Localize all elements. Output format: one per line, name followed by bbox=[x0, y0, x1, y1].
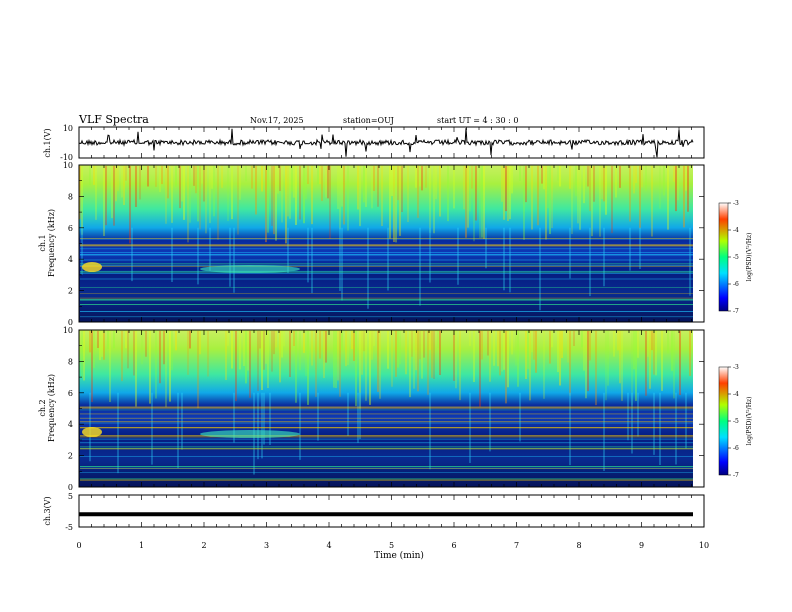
ch1-colorbar-label: log(PSD)(V²/Hz) bbox=[746, 233, 753, 282]
ch2-spec-ytick-label: 10 bbox=[63, 326, 73, 335]
ch1-spectrogram-ylabel-ch: ch.1 bbox=[38, 234, 47, 251]
time-tick-label: 10 bbox=[699, 541, 709, 550]
ch1-spec-ytick-label: 0 bbox=[68, 318, 73, 327]
ch1-spec-ytick-label: 10 bbox=[63, 161, 73, 170]
ch2-colorbar-tick-label: -5 bbox=[733, 418, 739, 425]
ch2-spectrogram-image bbox=[80, 331, 693, 481]
ch1-colorbar-tick-label: -7 bbox=[733, 308, 739, 315]
ch2-colorbar-label: log(PSD)(V²/Hz) bbox=[746, 397, 753, 446]
time-tick-label: 6 bbox=[451, 541, 456, 550]
figure-title: VLF Spectra bbox=[78, 113, 149, 126]
time-tick-label: 5 bbox=[389, 541, 394, 550]
ch1-colorbar-ticks: -3 -4 -5 -6 -7 bbox=[728, 200, 739, 315]
ch2-frequency-ticks: 0 2 4 6 8 10 bbox=[63, 326, 704, 492]
ch2-spec-ytick-label: 8 bbox=[68, 357, 73, 366]
time-axis-label: Time (min) bbox=[374, 550, 424, 561]
ch1-waveform-panel: 10 -10 ch.1(V) bbox=[43, 124, 705, 162]
time-tick-label: 9 bbox=[639, 541, 644, 550]
ch1-spec-hiss-patch bbox=[82, 262, 102, 273]
ch1-frequency-ticks: 0 2 4 6 8 10 bbox=[63, 161, 704, 327]
ch1-spec-ytick-label: 8 bbox=[68, 192, 73, 201]
ch2-spec-ytick-label: 6 bbox=[68, 389, 73, 398]
ch1-ytick-bottom: -10 bbox=[60, 153, 73, 162]
time-tick-label: 3 bbox=[264, 541, 269, 550]
ch2-spectrogram-ylabel-freq: Frequency (kHz) bbox=[47, 374, 56, 442]
ch3-signal-frame bbox=[78, 494, 705, 528]
ch1-spec-hiss-band bbox=[200, 265, 300, 274]
ch3-signal-ylabel: ch.3(V) bbox=[43, 496, 52, 525]
time-tick-label: 2 bbox=[201, 541, 206, 550]
ch2-colorbar-ticks: -3 -4 -5 -6 -7 bbox=[728, 364, 739, 479]
time-tick-label: 0 bbox=[76, 541, 81, 550]
date-label: Nov.17, 2025 bbox=[250, 116, 304, 125]
ch1-colorbar-tick-label: -3 bbox=[733, 200, 739, 207]
ch1-spectrogram-ylabel-freq: Frequency (kHz) bbox=[47, 209, 56, 277]
ch2-spectrogram-xticks bbox=[78, 330, 705, 487]
ch1-spectrogram-image bbox=[79, 166, 693, 318]
ch2-spectrogram-background bbox=[79, 330, 693, 487]
ch2-colorbar-tick-label: -7 bbox=[733, 472, 739, 479]
ch1-colorbar-tick-label: -4 bbox=[733, 227, 739, 234]
ch1-spectrogram-xticks bbox=[78, 165, 705, 322]
time-tick-label: 8 bbox=[576, 541, 581, 550]
time-axis-tick-labels: 0 1 2 3 4 5 6 7 8 9 10 bbox=[76, 541, 709, 550]
ch1-waveform-xticks bbox=[78, 127, 705, 158]
ch2-colorbar-tick-label: -4 bbox=[733, 391, 739, 398]
ch1-colorbar-tick-label: -5 bbox=[733, 254, 739, 261]
ch1-spectrogram-background bbox=[79, 165, 693, 322]
ch2-spec-ytick-label: 2 bbox=[68, 452, 73, 461]
ch2-spectrogram-ylabel-ch: ch.2 bbox=[38, 399, 47, 416]
station-label: station=OUJ bbox=[343, 116, 394, 125]
ch2-spec-ytick-label: 4 bbox=[68, 420, 73, 429]
ch1-spec-ytick-label: 4 bbox=[68, 255, 73, 264]
ch1-ytick-top: 10 bbox=[63, 124, 73, 133]
ch2-colorbar-tick-label: -3 bbox=[733, 364, 739, 371]
ch3-signal-xticks bbox=[78, 495, 705, 527]
ch1-waveform-ylabel: ch.1(V) bbox=[43, 128, 52, 157]
ch2-spec-hiss-band bbox=[200, 430, 300, 439]
ch2-spec-ytick-label: 0 bbox=[68, 483, 73, 492]
time-tick-label: 1 bbox=[139, 541, 144, 550]
ch1-colorbar-tick-label: -6 bbox=[733, 281, 739, 288]
ch2-colorbar-tick-label: -6 bbox=[733, 445, 739, 452]
time-tick-label: 4 bbox=[326, 541, 331, 550]
start-ut-label: start UT = 4 : 30 : 0 bbox=[437, 116, 518, 125]
time-tick-label: 7 bbox=[514, 541, 519, 550]
ch3-ytick-bottom: -5 bbox=[65, 523, 73, 532]
ch1-colorbar bbox=[718, 202, 729, 312]
ch1-spec-ytick-label: 6 bbox=[68, 224, 73, 233]
ch2-colorbar bbox=[718, 366, 729, 476]
ch2-spec-hiss-patch bbox=[82, 427, 102, 438]
ch1-waveform-trace bbox=[78, 128, 694, 158]
ch3-ytick-top: 5 bbox=[68, 492, 73, 501]
ch3-signal-panel: 5 -5 ch.3(V) bbox=[43, 492, 705, 532]
ch1-spec-ytick-label: 2 bbox=[68, 287, 73, 296]
